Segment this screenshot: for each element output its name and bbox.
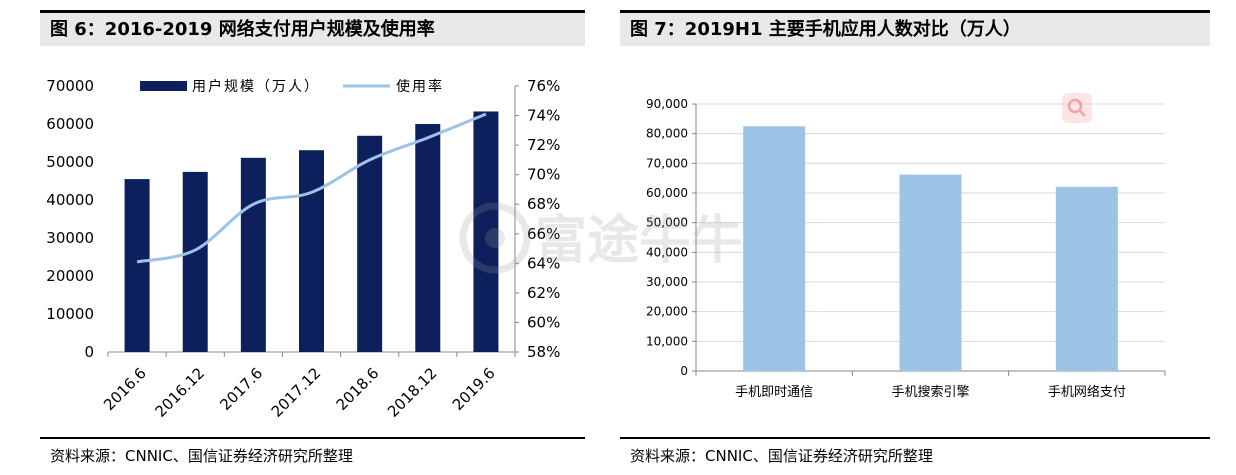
y2-tick-label: 76% — [527, 77, 560, 95]
y-tick-label: 50,000 — [646, 216, 688, 230]
x-tick-label: 2019.6 — [449, 364, 499, 414]
y-tick-label: 50000 — [46, 153, 94, 171]
x-tick-label: 2017.12 — [268, 364, 325, 421]
left-figure-title: 图 6：2016-2019 网络支付用户规模及使用率 — [40, 10, 585, 46]
bar — [299, 150, 324, 352]
left-chart: 0 10000 20000 30000 40000 50000 60000 70000 58% 6… — [46, 77, 560, 421]
y-tick-label: 70,000 — [646, 156, 688, 170]
y-tick-label: 20,000 — [646, 305, 688, 319]
y-tick-label: 10000 — [46, 305, 94, 323]
x-tick-label: 2016.6 — [100, 364, 150, 414]
y-tick-label: 0 — [680, 364, 688, 378]
x-tick-label: 手机即时通信 — [735, 385, 813, 400]
legend-line-label: 使用率 — [396, 78, 444, 95]
y2-tick-label: 66% — [527, 225, 560, 243]
bar — [357, 135, 383, 352]
y2-tick-label: 64% — [527, 254, 560, 272]
bar — [415, 124, 441, 352]
bar — [1055, 186, 1118, 371]
y2-tick-label: 58% — [527, 343, 560, 361]
y-tick-label: 0 — [84, 343, 94, 361]
right-chart: 0 10,000 20,000 30,000 40,000 50,000 60,000 70,… — [646, 97, 1166, 400]
x-tick-label: 2018.12 — [384, 364, 441, 421]
y-tick-label: 90,000 — [646, 97, 688, 111]
y-tick-label: 70000 — [46, 77, 94, 95]
right-source-note: 资料来源：CNNIC、国信证券经济研究所整理 — [620, 437, 1210, 475]
legend-bar-swatch — [140, 81, 187, 91]
usage-rate-line — [136, 112, 487, 264]
y-tick-label: 30000 — [46, 229, 94, 247]
y-tick-label: 10,000 — [646, 334, 688, 348]
bar — [182, 171, 208, 352]
left-source-note: 资料来源：CNNIC、国信证券经济研究所整理 — [40, 437, 585, 475]
y2-tick-label: 60% — [527, 313, 560, 331]
y2-tick-label: 72% — [527, 136, 560, 154]
y2-tick-label: 70% — [527, 166, 560, 184]
x-tick-label: 手机网络支付 — [1048, 384, 1126, 400]
y-tick-label: 60000 — [46, 115, 94, 133]
y2-tick-label: 74% — [527, 107, 560, 125]
x-tick-label: 2018.6 — [333, 364, 383, 414]
bar — [124, 179, 150, 352]
y2-tick-label: 62% — [527, 284, 560, 302]
bar — [240, 157, 266, 352]
right-figure-title: 图 7：2019H1 主要手机应用人数对比（万人） — [620, 10, 1210, 46]
bar — [899, 174, 962, 371]
legend-bar-label: 用户规模（万人） — [192, 78, 320, 95]
y-tick-label: 80,000 — [646, 127, 688, 141]
y-tick-label: 40000 — [46, 191, 94, 209]
y-tick-label: 30,000 — [646, 275, 688, 289]
y-tick-label: 60,000 — [646, 186, 688, 200]
bar — [743, 126, 806, 371]
left-panel: 图 6：2016-2019 网络支付用户规模及使用率 0 10000 20000 30… — [40, 0, 585, 475]
bar — [473, 111, 499, 353]
y-tick-label: 20000 — [46, 267, 94, 285]
y-tick-label: 40,000 — [646, 245, 688, 259]
x-tick-label: 2017.6 — [216, 364, 266, 414]
x-tick-label: 2016.12 — [151, 364, 208, 421]
y2-tick-label: 68% — [527, 195, 560, 213]
x-tick-label: 手机搜索引擎 — [891, 385, 969, 400]
right-panel: 图 7：2019H1 主要手机应用人数对比（万人） 0 10,000 20,000 3… — [620, 0, 1210, 475]
